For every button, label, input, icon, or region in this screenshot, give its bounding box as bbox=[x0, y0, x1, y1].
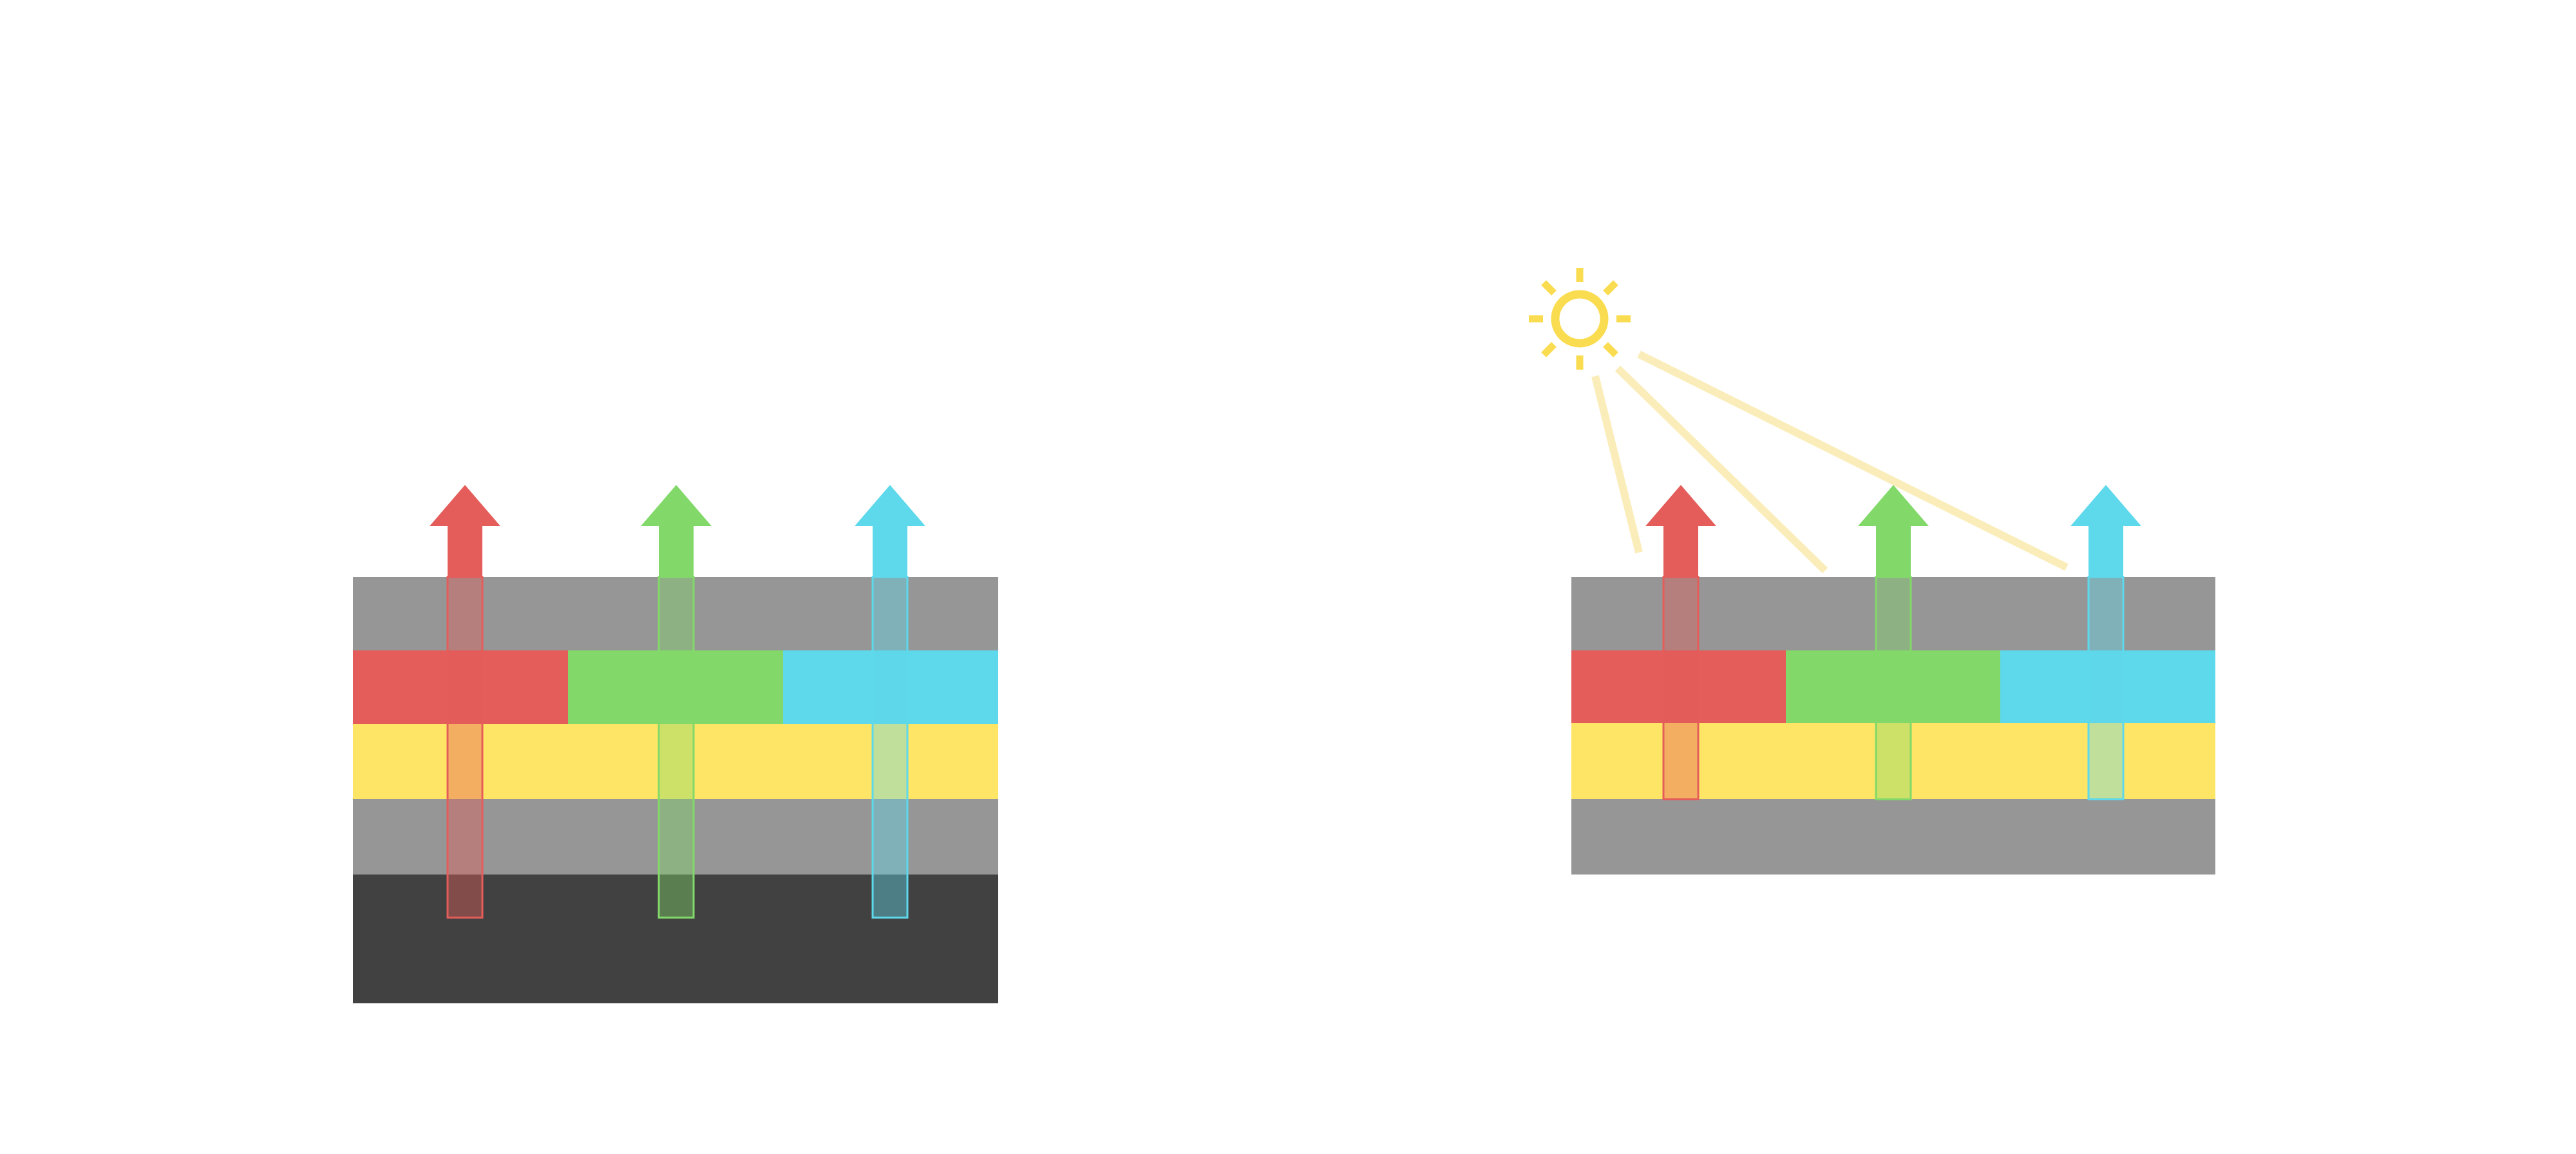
sun-ray-bottom-left bbox=[1541, 342, 1557, 357]
right-green-arrow-tail bbox=[1875, 576, 1912, 800]
right-blue-arrow-tail bbox=[2087, 576, 2125, 800]
left-blue-arrow-tail bbox=[871, 576, 909, 919]
left-red-arrow-tail bbox=[446, 576, 484, 919]
right-bottom-layer bbox=[1571, 799, 2215, 875]
left-color-filter-green bbox=[568, 650, 783, 724]
right-green-light-arrow bbox=[1858, 485, 1929, 800]
sunlight-beam-3 bbox=[1637, 350, 2069, 571]
right-blue-arrow-shaft bbox=[2088, 525, 2123, 578]
left-red-arrow-shaft bbox=[448, 525, 482, 578]
left-red-light-arrow bbox=[430, 485, 500, 919]
right-color-filter-red bbox=[1571, 650, 1786, 723]
left-top-layer bbox=[353, 577, 998, 650]
right-green-arrow-shaft bbox=[1876, 525, 1911, 578]
sun-icon bbox=[1529, 268, 1631, 370]
right-middle-layer bbox=[1571, 723, 2215, 799]
sun-ray-top-right bbox=[1603, 280, 1618, 296]
backlit-display-diagram bbox=[353, 485, 998, 1003]
sunlight-beam-1 bbox=[1591, 375, 1643, 554]
left-green-arrow-head bbox=[641, 485, 712, 526]
right-red-arrow-head bbox=[1645, 485, 1716, 526]
backlight-layer bbox=[353, 875, 998, 1003]
left-color-filter-red bbox=[353, 650, 568, 724]
left-color-filter-blue bbox=[783, 650, 998, 724]
right-blue-light-arrow bbox=[2070, 485, 2141, 800]
left-blue-arrow-head bbox=[855, 485, 925, 526]
left-red-arrow-head bbox=[430, 485, 500, 526]
reflective-display-diagram bbox=[1529, 268, 2215, 875]
right-red-arrow-shaft bbox=[1663, 525, 1698, 578]
sun-ray-top-left bbox=[1541, 280, 1557, 296]
right-color-filter-blue bbox=[2000, 650, 2215, 723]
sun-ray-bottom-right bbox=[1603, 342, 1618, 357]
left-blue-light-arrow bbox=[855, 485, 925, 919]
right-green-arrow-head bbox=[1858, 485, 1929, 526]
sunlight-beam-2 bbox=[1615, 365, 1828, 574]
left-bottom-layer bbox=[353, 799, 998, 875]
left-green-arrow-shaft bbox=[659, 525, 694, 578]
right-red-arrow-tail bbox=[1662, 576, 1700, 800]
sun-disc bbox=[1551, 290, 1609, 348]
left-green-arrow-tail bbox=[658, 576, 695, 919]
right-red-light-arrow bbox=[1645, 485, 1716, 800]
left-blue-arrow-shaft bbox=[873, 525, 907, 578]
right-color-filter-green bbox=[1786, 650, 2000, 723]
right-top-layer bbox=[1571, 577, 2215, 650]
right-blue-arrow-head bbox=[2070, 485, 2141, 526]
left-green-light-arrow bbox=[641, 485, 712, 919]
left-middle-layer bbox=[353, 724, 998, 799]
